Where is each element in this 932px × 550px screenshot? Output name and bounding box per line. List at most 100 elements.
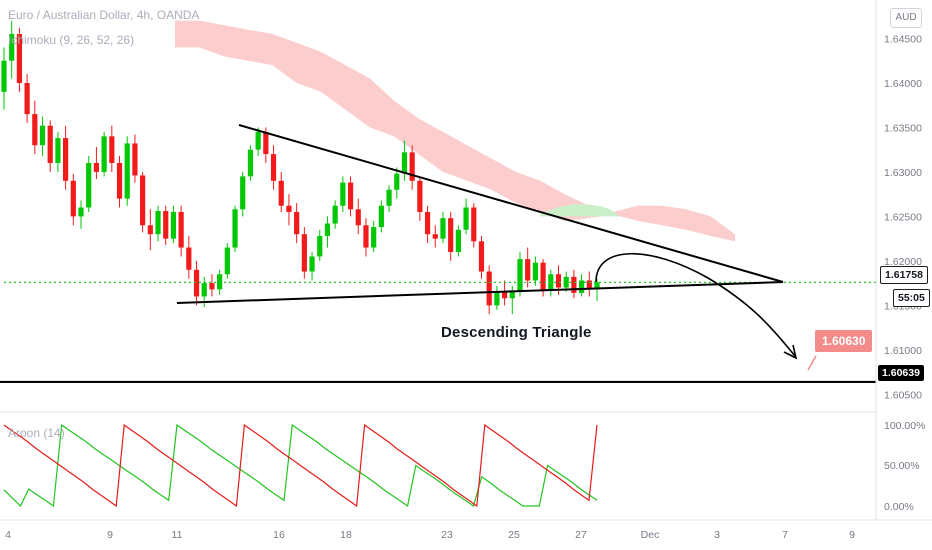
candle-body bbox=[147, 225, 153, 235]
trend-drawings bbox=[0, 124, 876, 384]
oscillator-label: Aroon (14) bbox=[8, 426, 65, 440]
candle-body bbox=[332, 205, 338, 224]
candle-body bbox=[532, 262, 538, 281]
candle-body bbox=[270, 154, 277, 181]
candle-body bbox=[394, 173, 400, 190]
candle-body bbox=[371, 227, 377, 248]
time-tick-label: 7 bbox=[782, 529, 788, 541]
time-tick-label: 3 bbox=[714, 529, 720, 541]
time-tick-label: 27 bbox=[575, 529, 587, 541]
candle-body bbox=[440, 218, 446, 239]
candle-body bbox=[232, 209, 238, 248]
candle-body bbox=[594, 282, 600, 290]
price-tick-label: 1.63500 bbox=[884, 122, 922, 134]
candle-body bbox=[47, 125, 53, 164]
candle-body bbox=[432, 234, 438, 239]
candle-body bbox=[140, 175, 146, 226]
candle-body bbox=[170, 211, 177, 239]
time-tick-label: 9 bbox=[107, 529, 113, 541]
price-tick-label: 1.64000 bbox=[884, 78, 922, 90]
candle-body bbox=[424, 211, 431, 235]
candle-body bbox=[294, 211, 300, 235]
price-tick-label: 1.61000 bbox=[884, 345, 922, 357]
candle-body bbox=[109, 136, 115, 164]
candle-body bbox=[93, 163, 100, 172]
support-line bbox=[176, 281, 784, 304]
price-tick-label: 1.62500 bbox=[884, 211, 922, 223]
time-tick-label: 25 bbox=[508, 529, 520, 541]
candle-body bbox=[401, 152, 408, 174]
candle-body bbox=[116, 163, 123, 199]
candle-body bbox=[201, 283, 207, 297]
oscillator-tick-label: 0.00% bbox=[884, 501, 914, 513]
candle-body bbox=[39, 125, 46, 146]
candle-body bbox=[78, 207, 84, 217]
candle-body bbox=[132, 143, 138, 176]
projection-arrowhead bbox=[783, 344, 798, 360]
candle-body bbox=[317, 235, 323, 257]
candle-body bbox=[155, 211, 161, 235]
time-tick-label: 23 bbox=[441, 529, 453, 541]
candle-body bbox=[101, 136, 107, 172]
candle-body bbox=[563, 276, 569, 288]
candle-body bbox=[525, 259, 531, 281]
projection-arrow bbox=[595, 252, 796, 357]
aroon-up-line bbox=[3, 423, 598, 508]
candle-body bbox=[63, 138, 69, 181]
candle-body bbox=[486, 271, 492, 306]
candle-body bbox=[517, 259, 523, 293]
candle-body bbox=[286, 205, 292, 212]
time-tick-label: 11 bbox=[172, 529, 183, 541]
candle-body bbox=[247, 149, 254, 177]
candle-body bbox=[355, 209, 361, 226]
candle-body bbox=[301, 234, 307, 272]
candle-body bbox=[24, 82, 30, 115]
price-tick-label: 1.63000 bbox=[884, 167, 922, 179]
candle-body bbox=[471, 207, 477, 242]
aroon-oscillator bbox=[0, 411, 876, 508]
candle-body bbox=[209, 283, 215, 290]
candle-body bbox=[571, 276, 577, 293]
target-price-tag: 1.60630 bbox=[815, 330, 873, 352]
candle-body bbox=[417, 180, 423, 212]
last-price-tag: 1.61758 bbox=[880, 266, 928, 284]
support-level-tag: 1.60639 bbox=[878, 365, 924, 381]
candle-body bbox=[378, 205, 384, 228]
currency-button[interactable]: AUD bbox=[890, 8, 922, 28]
candle-body bbox=[55, 138, 61, 164]
candle-body bbox=[448, 218, 454, 252]
countdown-tag: 55:05 bbox=[893, 289, 930, 307]
price-tick-label: 1.64500 bbox=[884, 33, 922, 45]
pattern-annotation: Descending Triangle bbox=[441, 324, 592, 341]
candle-body bbox=[278, 180, 284, 206]
time-tick-label: Dec bbox=[641, 529, 660, 541]
candle-body bbox=[409, 152, 415, 181]
candle-body bbox=[463, 207, 469, 230]
price-tick-label: 1.62000 bbox=[884, 256, 922, 268]
candle-body bbox=[255, 131, 261, 150]
candle-body bbox=[32, 114, 38, 146]
candle-body bbox=[540, 262, 546, 290]
candle-body bbox=[16, 34, 23, 83]
ichimoku-cloud bbox=[175, 20, 735, 242]
candle-body bbox=[70, 180, 76, 217]
candle-body bbox=[263, 131, 269, 155]
candle-body bbox=[555, 274, 562, 288]
oscillator-tick-label: 50.00% bbox=[884, 460, 920, 472]
candle-body bbox=[324, 223, 331, 236]
candle-body bbox=[578, 280, 585, 293]
bearish-cloud bbox=[175, 20, 735, 242]
indicator-label: Ichimoku (9, 26, 52, 26) bbox=[8, 33, 135, 47]
candle-body bbox=[340, 182, 346, 206]
resistance-line bbox=[238, 124, 784, 283]
candle-body bbox=[478, 241, 485, 272]
candle-body bbox=[124, 143, 130, 199]
candle-body bbox=[309, 256, 315, 272]
oscillator-tick-label: 100.00% bbox=[884, 420, 925, 432]
aroon-down-line bbox=[3, 423, 598, 508]
candle-body bbox=[9, 34, 15, 61]
candle-body bbox=[163, 211, 169, 239]
time-tick-label: 16 bbox=[273, 529, 285, 541]
